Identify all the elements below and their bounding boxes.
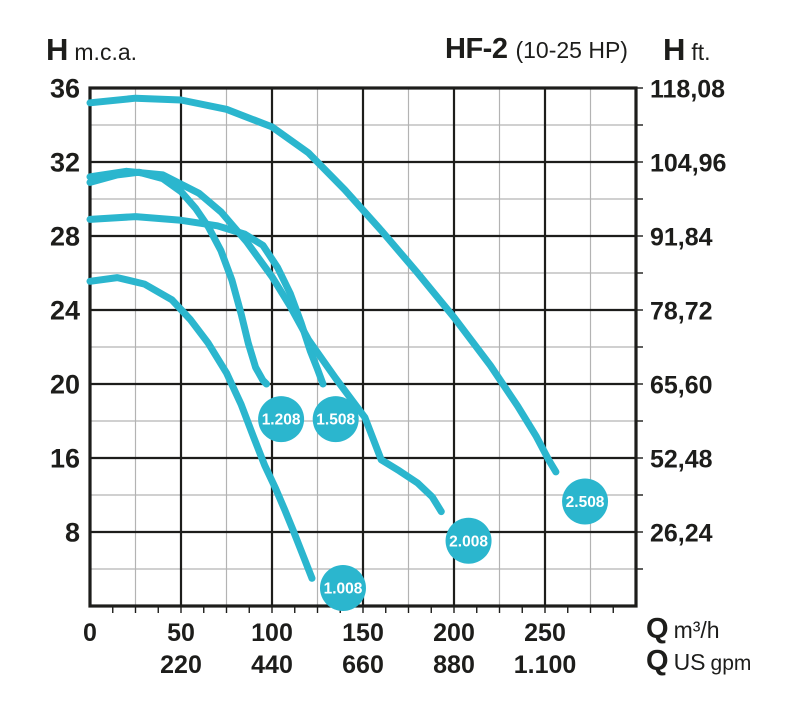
right-axis-tick-label: 65,60 [650, 372, 713, 400]
plot-border [88, 86, 638, 608]
x-axis-label-gpm: 1.100 [514, 651, 577, 679]
x-axis-label-m3h: 200 [433, 619, 475, 647]
right-axis-tick-label: 78,72 [650, 298, 713, 326]
right-axis-tick-label: 52,48 [650, 446, 713, 474]
model-bubble-2.008 [445, 517, 492, 564]
model-bubble-2.508 [562, 478, 609, 525]
x-axis-label-m3h: 0 [83, 619, 97, 647]
pump-curve-2.008 [86, 167, 445, 516]
model-bubble-label-2.008: 2.008 [449, 533, 488, 550]
model-bubble-label-1.208: 1.208 [262, 412, 301, 429]
pump-curve-1.508 [86, 213, 327, 388]
left-axis-tick-label: 24 [50, 296, 80, 326]
left-axis-unit: m.c.a. [74, 39, 138, 65]
x-axis-label-m3h: 250 [524, 619, 566, 647]
left-axis-tick-label: 28 [50, 222, 80, 252]
left-axis-tick-label: 20 [50, 370, 80, 400]
left-axis-tick-label: 8 [65, 518, 80, 548]
model-bubble-1.208 [258, 396, 305, 443]
right-axis-tick-label: 91,84 [650, 224, 713, 252]
pump-curve-2.508 [86, 94, 560, 476]
model-bubble-label-1.008: 1.008 [324, 580, 363, 597]
chart-title: HF-2 (10-25 HP) [445, 33, 628, 66]
flow-unit-us-small: gpm [710, 652, 752, 675]
model-bubble-1.508 [312, 396, 359, 443]
flow-unit-us-main: US [673, 649, 706, 675]
flow-axis-label-us: Q US gpm [646, 645, 751, 678]
left-axis-tick-label: 36 [50, 74, 80, 104]
right-axis-tick-label: 104,96 [650, 150, 726, 178]
flow-symbol-metric: Q [646, 613, 669, 645]
pump-curve-1.008 [86, 274, 316, 582]
x-axis-label-gpm: 660 [342, 651, 384, 679]
power-range: (10-25 HP) [515, 37, 628, 63]
right-axis-symbol: H [663, 32, 685, 67]
right-axis-unit: ft. [691, 39, 711, 65]
x-axis-label-m3h: 100 [251, 619, 293, 647]
model-bubble-label-1.508: 1.508 [316, 412, 355, 429]
right-axis-tick-label: 118,08 [650, 76, 725, 104]
x-axis-label-gpm: 440 [251, 651, 293, 679]
right-axis-tick-label: 26,24 [650, 520, 713, 548]
flow-symbol-us: Q [646, 645, 669, 677]
x-axis-label-m3h: 50 [167, 619, 195, 647]
x-axis-label-gpm: 880 [433, 651, 475, 679]
left-axis-tick-label: 32 [50, 148, 80, 178]
x-axis-label-gpm: 220 [160, 651, 202, 679]
model-bubble-1.008 [319, 564, 366, 611]
left-axis-tick-label: 16 [50, 444, 80, 474]
flow-unit-metric: m³/h [673, 617, 720, 643]
model-bubble-label-2.508: 2.508 [566, 494, 605, 511]
model-name: HF-2 [445, 33, 508, 65]
x-axis-label-m3h: 150 [342, 619, 384, 647]
left-axis-symbol: H [46, 32, 68, 67]
